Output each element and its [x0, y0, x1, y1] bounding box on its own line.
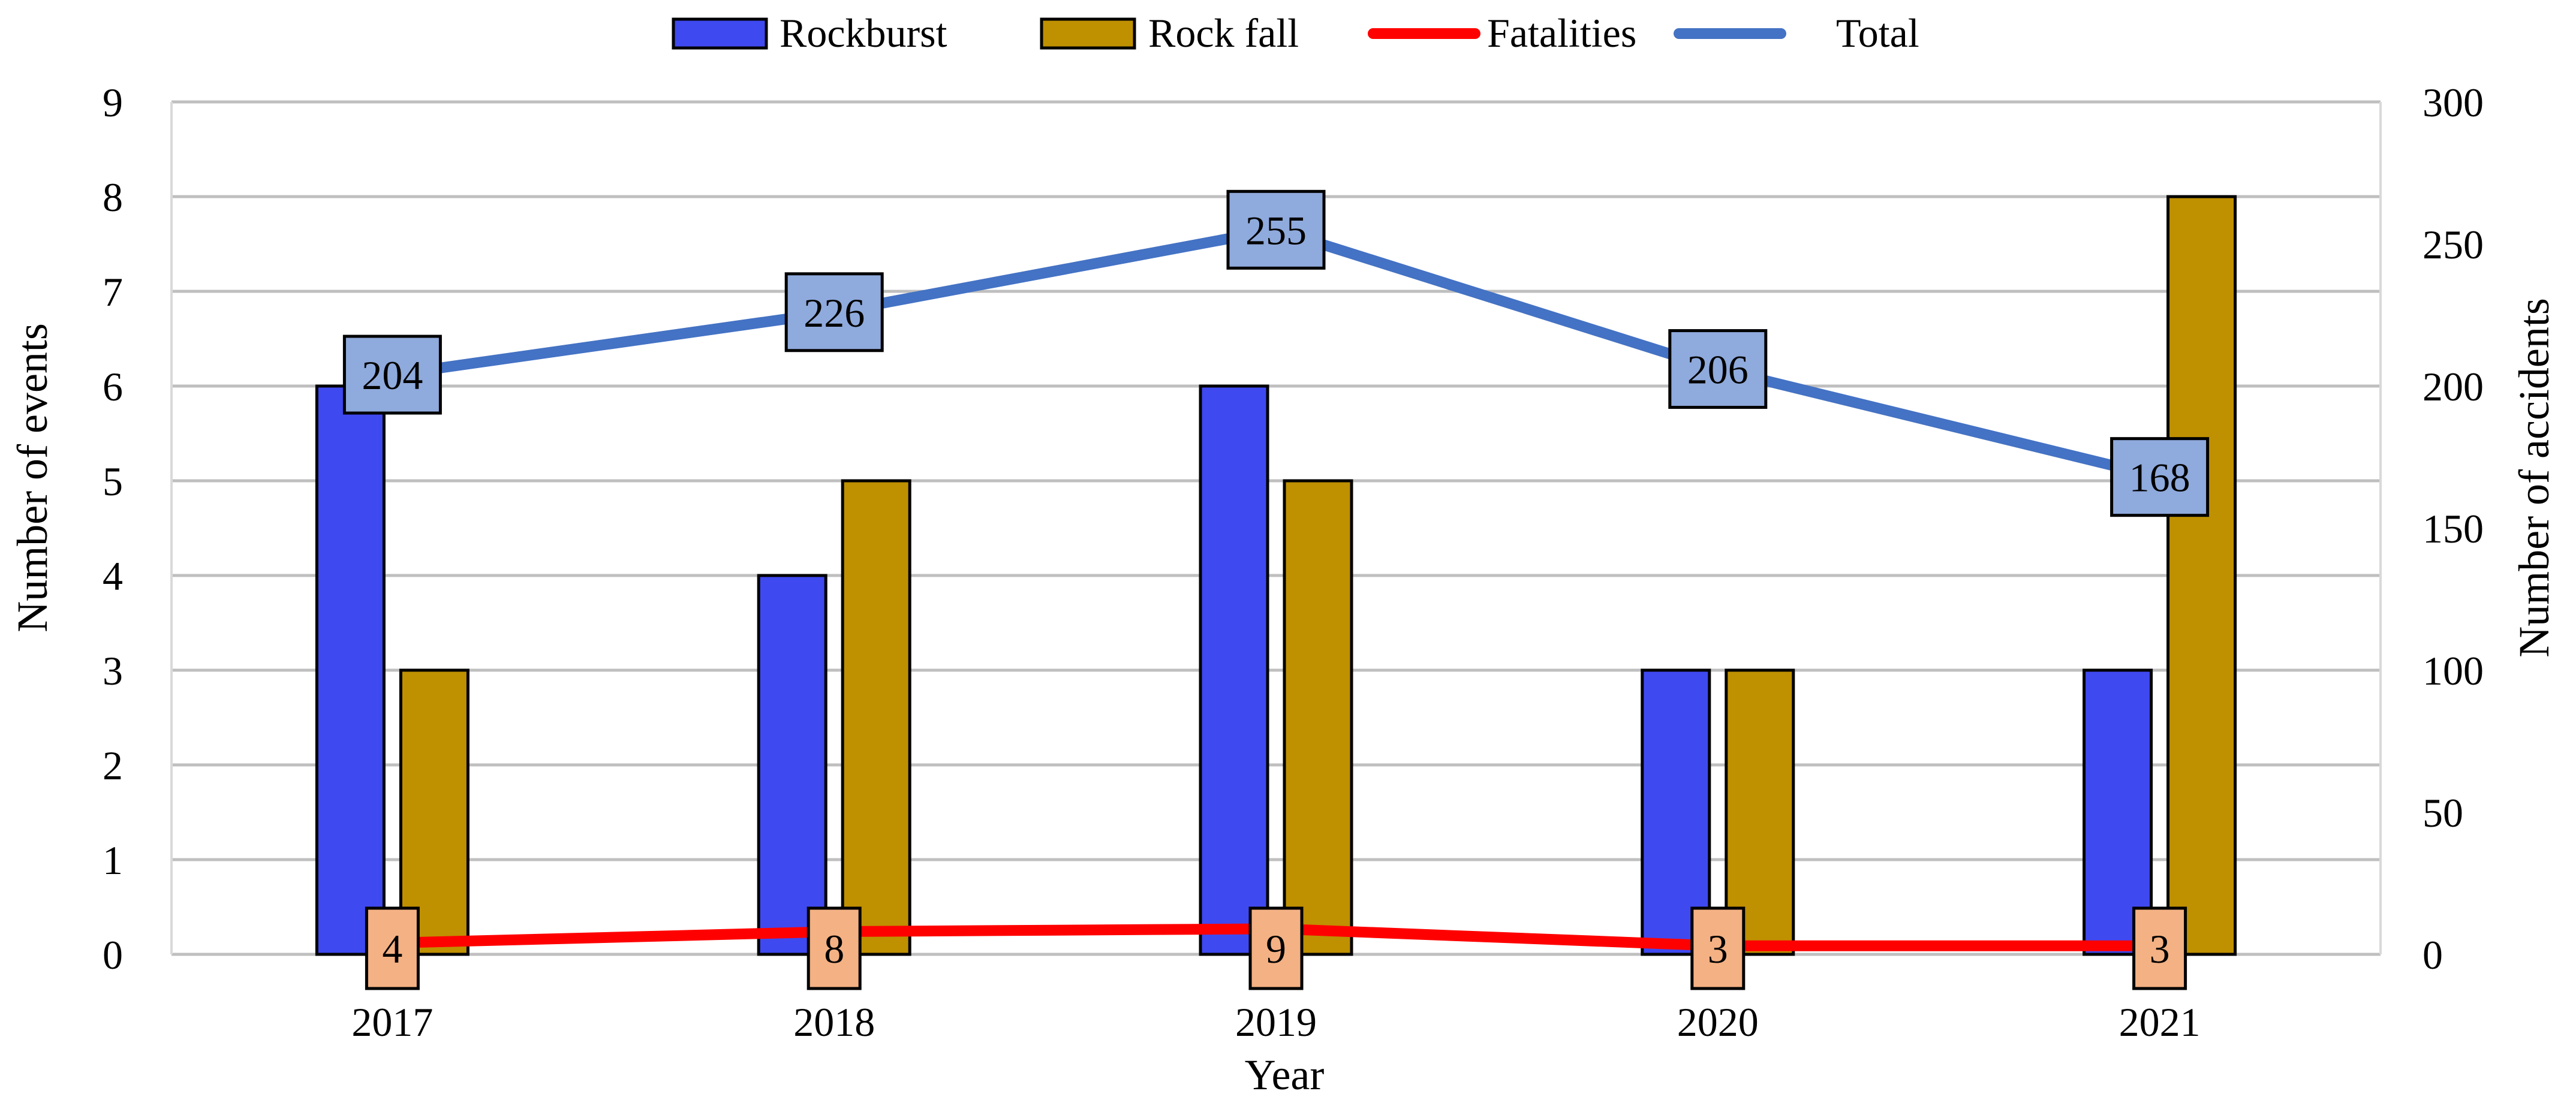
y-left-tick-label: 9 — [103, 80, 123, 125]
data-label-fatalities: 3 — [2150, 926, 2170, 972]
bar-series — [315, 195, 2237, 956]
y-left-tick-label: 6 — [103, 364, 123, 409]
data-label-fatalities: 3 — [1708, 926, 1728, 972]
data-label-box-fatalities — [1248, 906, 1304, 990]
data-label-total: 168 — [2129, 455, 2190, 501]
y-right-tick-label: 100 — [2422, 648, 2484, 694]
data-label-fatalities: 8 — [824, 926, 844, 972]
data-label-box-fatalities — [365, 906, 420, 990]
y-left-tick-label: 1 — [103, 837, 123, 883]
x-tick-label: 2019 — [1235, 999, 1317, 1045]
legend-label-fatalities: Fatalities — [1487, 10, 1636, 56]
data-label-box-total — [342, 334, 442, 415]
data-label-box-total — [784, 272, 884, 352]
data-labels: 4 8 9 3 3 204 226 255 206 168 — [342, 189, 2210, 990]
y-right-tick-label: 0 — [2422, 932, 2443, 978]
y-left-tick-label: 2 — [103, 743, 123, 788]
legend-label-rockburst: Rockburst — [780, 10, 947, 56]
y-right-tick-label: 250 — [2422, 222, 2484, 267]
data-label-box-total — [1226, 189, 1326, 270]
bar-rockburst — [315, 384, 386, 956]
x-tick-label: 2017 — [351, 999, 433, 1045]
legend-label-rock-fall: Rock fall — [1148, 10, 1299, 56]
x-tick-label: 2020 — [1677, 999, 1759, 1045]
plot-frame — [170, 102, 2382, 954]
data-label-box-fatalities — [1690, 906, 1746, 990]
legend-label-total: Total — [1836, 10, 1919, 56]
y-left-tick-label: 0 — [103, 932, 123, 978]
y-left-tick-label: 7 — [103, 269, 123, 315]
x-tick-label: 2018 — [793, 999, 875, 1045]
legend-swatch-rockburst — [672, 17, 768, 50]
data-label-fatalities: 9 — [1266, 926, 1286, 972]
data-label-box-total — [1668, 329, 1768, 409]
y-right-tick-label: 150 — [2422, 506, 2484, 552]
data-label-box-total — [2110, 437, 2210, 517]
data-label-total: 226 — [804, 290, 865, 336]
data-label-box-fatalities — [806, 906, 862, 990]
bar-rockburst — [1641, 668, 1711, 956]
y-left-tick-label: 5 — [103, 459, 123, 504]
data-label-total: 204 — [362, 352, 423, 398]
data-label-box-fatalities — [2132, 906, 2187, 990]
x-tick-label: 2021 — [2119, 999, 2201, 1045]
bar-rock-fall — [1283, 479, 1353, 956]
y-left-tick-label: 3 — [103, 648, 123, 694]
y-left-tick-label: 8 — [103, 174, 123, 220]
legend-swatch-rock-fall — [1040, 17, 1136, 50]
y-right-tick-label: 300 — [2422, 80, 2484, 125]
y-axis-left-title: Number of events — [8, 323, 56, 632]
x-axis: 2017 2018 2019 2020 2021 — [351, 999, 2200, 1045]
y-axis-right-title: Number of accidents — [2510, 298, 2558, 658]
data-label-fatalities: 4 — [382, 926, 402, 972]
bar-rock-fall — [2166, 195, 2237, 956]
bar-rockburst — [757, 574, 827, 956]
y-right-tick-label: 200 — [2422, 364, 2484, 409]
y-axis-left: 0 1 2 3 4 5 6 7 8 9 — [103, 80, 123, 978]
data-label-total: 206 — [1687, 347, 1749, 393]
y-right-tick-label: 50 — [2422, 790, 2463, 836]
line-series — [387, 224, 2165, 951]
x-axis-title: Year — [1245, 1051, 1325, 1099]
legend: Rockburst Rock fall Fatalities Total — [672, 10, 1919, 56]
bar-rock-fall — [841, 479, 911, 956]
data-label-total: 255 — [1245, 207, 1307, 253]
y-left-tick-label: 4 — [103, 553, 123, 599]
y-axis-right: 0 50 100 150 200 250 300 — [2422, 80, 2484, 978]
bar-rockburst — [1199, 384, 1269, 956]
